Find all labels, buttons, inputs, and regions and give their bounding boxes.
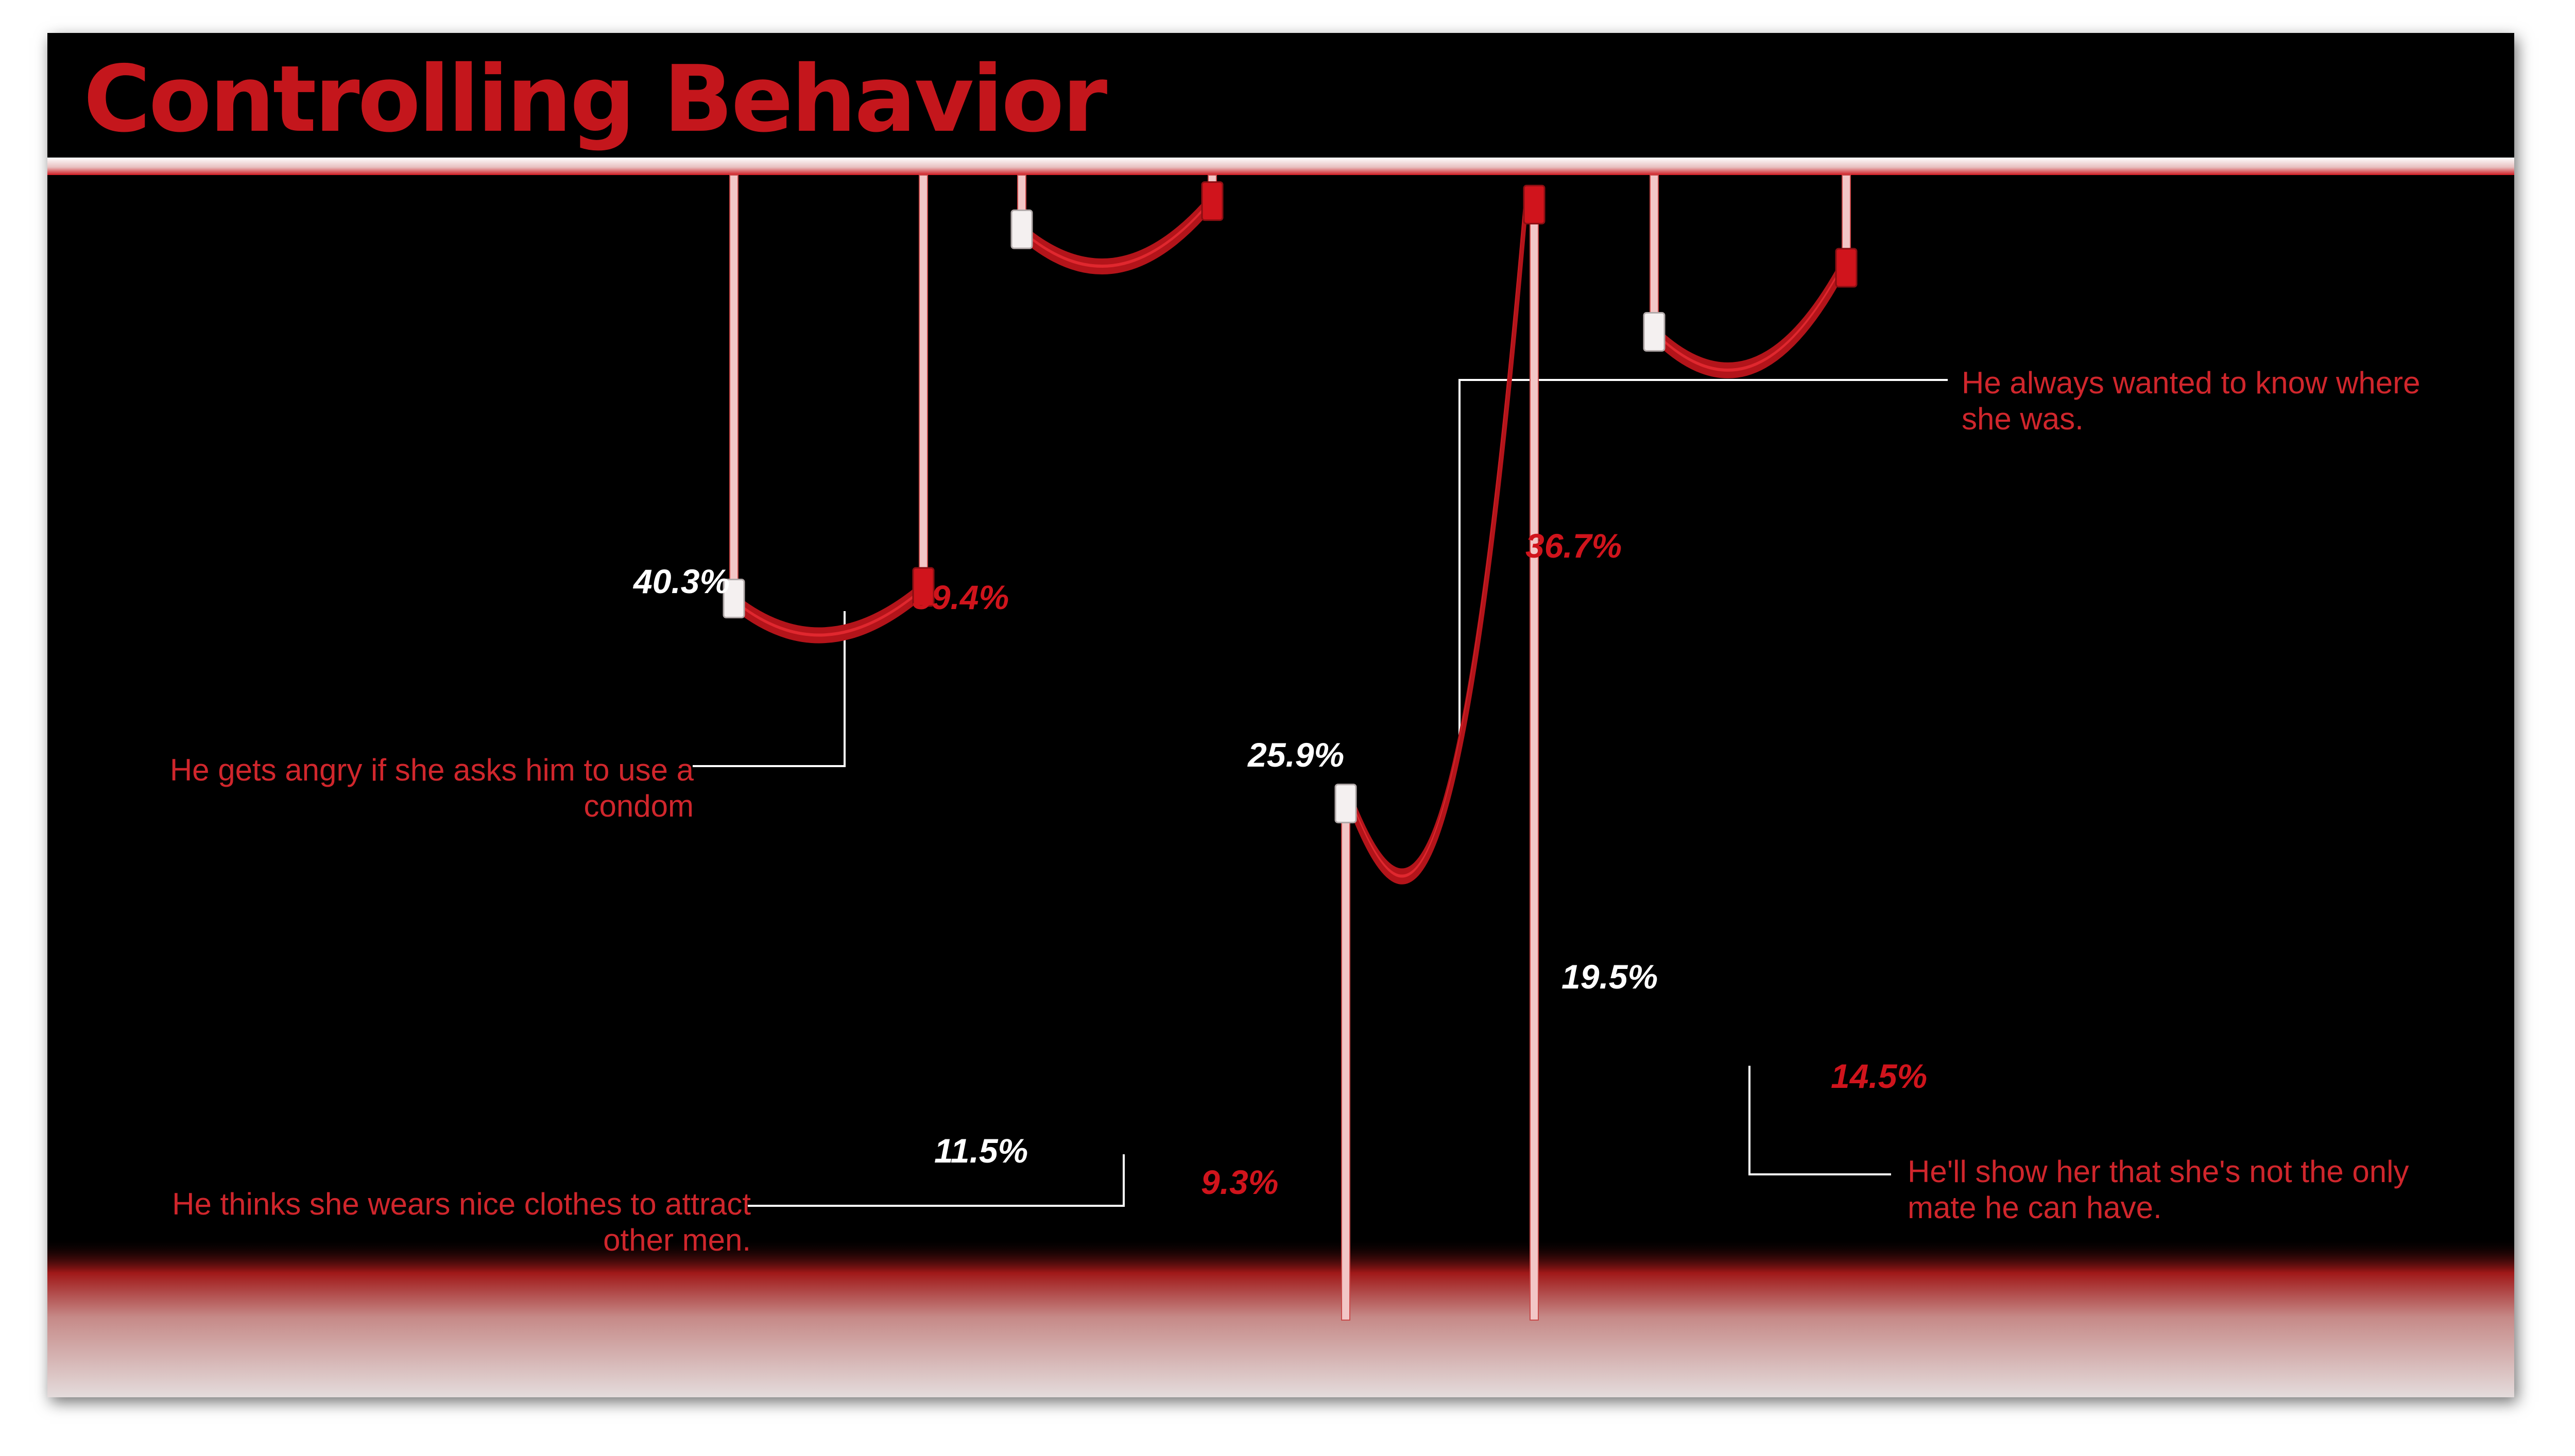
value-label-men-other-mate: 14.5% bbox=[1831, 1057, 1928, 1095]
rope-strand-other-mate bbox=[1662, 283, 1839, 378]
rope-strand-where-she-was bbox=[1353, 211, 1527, 875]
rope-strand-nice-clothes bbox=[1029, 210, 1205, 269]
rope-strand-condom bbox=[742, 595, 916, 637]
rod-men-condom bbox=[919, 175, 928, 587]
marker-women-nice-clothes bbox=[1010, 209, 1033, 249]
rope-strand-condom bbox=[742, 601, 916, 644]
caption-condom: He gets angry if she asks him to use a c… bbox=[169, 753, 694, 823]
marker-men-other-mate bbox=[1835, 248, 1858, 288]
rope-strand-condom bbox=[742, 592, 916, 634]
rod-women-where-she-was bbox=[1341, 802, 1350, 1321]
page-title: Controlling Behavior bbox=[83, 46, 1107, 152]
value-label-women-condom: 40.3% bbox=[633, 562, 730, 600]
value-label-men-nice-clothes: 9.3% bbox=[1201, 1163, 1279, 1201]
rope-strand-condom bbox=[742, 589, 916, 631]
rope-strand-other-mate bbox=[1662, 273, 1839, 369]
caption-nice-clothes: He thinks she wears nice clothes to attr… bbox=[172, 1187, 751, 1257]
top-rail bbox=[47, 158, 2514, 175]
value-label-women-other-mate: 19.5% bbox=[1561, 958, 1658, 996]
rod-women-condom bbox=[729, 175, 739, 599]
leader-line-nice-clothes bbox=[748, 1154, 1125, 1207]
leader-line-condom bbox=[693, 611, 846, 767]
marker-men-where-she-was bbox=[1523, 184, 1546, 224]
rod-men-where-she-was bbox=[1530, 203, 1539, 1321]
floor-glow bbox=[47, 1238, 2514, 1397]
value-label-women-nice-clothes: 11.5% bbox=[934, 1132, 1028, 1170]
rope-strand-nice-clothes bbox=[1029, 216, 1205, 275]
rope-strand-condom bbox=[742, 598, 916, 640]
marker-men-condom bbox=[912, 567, 935, 607]
rope-strand-where-she-was bbox=[1353, 208, 1527, 872]
marker-women-other-mate bbox=[1643, 312, 1666, 352]
rope-strand-nice-clothes bbox=[1029, 213, 1205, 272]
rope-strand-other-mate bbox=[1662, 280, 1839, 375]
rope-strand-nice-clothes bbox=[1029, 203, 1205, 263]
caption-other-mate: He'll show her that she's not the only m… bbox=[1908, 1154, 2409, 1225]
value-label-men-condom: 39.4% bbox=[913, 578, 1009, 616]
value-label-women-where-she-was: 25.9% bbox=[1248, 736, 1345, 774]
rod-women-other-mate bbox=[1650, 175, 1659, 332]
rope-strand-where-she-was bbox=[1353, 220, 1527, 885]
rope-strand-where-she-was bbox=[1353, 217, 1527, 881]
marker-women-where-she-was bbox=[1334, 784, 1357, 824]
marker-women-condom bbox=[723, 578, 745, 618]
value-label-men-where-she-was: 36.7% bbox=[1525, 527, 1622, 565]
rope-strand-other-mate bbox=[1662, 270, 1839, 366]
infographic-frame: Controlling Behavior He gets angry if sh… bbox=[47, 33, 2514, 1397]
chart-canvas bbox=[47, 158, 2514, 1397]
marker-men-nice-clothes bbox=[1201, 181, 1224, 221]
rope-strand-where-she-was bbox=[1353, 214, 1527, 878]
rope-strand-other-mate bbox=[1662, 276, 1839, 372]
rope-strand-nice-clothes bbox=[1029, 206, 1205, 266]
caption-where-she-was: He always wanted to know where she was. bbox=[1962, 366, 2420, 436]
leader-line-where-she-was bbox=[1458, 379, 1948, 739]
leader-line-other-mate bbox=[1748, 1066, 1891, 1175]
